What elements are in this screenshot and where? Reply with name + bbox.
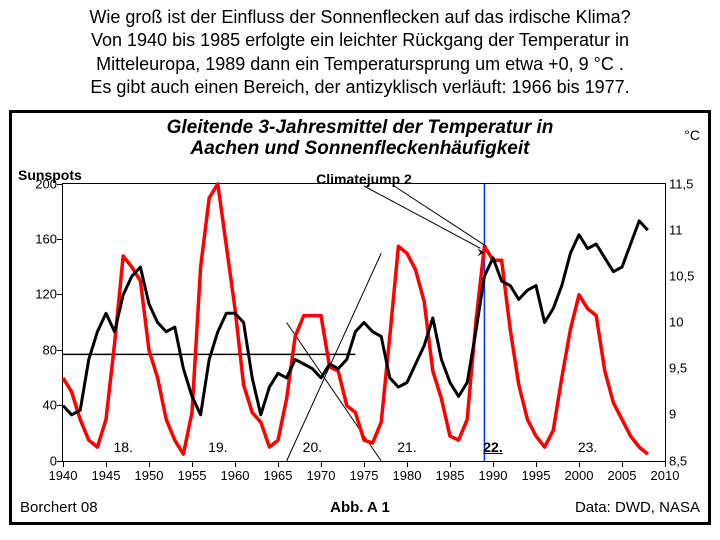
ytick-right-label: 8,5 bbox=[669, 453, 703, 468]
xtick-label: 1945 bbox=[92, 468, 121, 483]
xtick-mark bbox=[407, 461, 408, 467]
xtick-mark bbox=[321, 461, 322, 467]
xtick-label: 1940 bbox=[49, 468, 78, 483]
xtick-label: 1995 bbox=[522, 468, 551, 483]
climatejump-label: Climatejump 2 bbox=[316, 171, 412, 187]
xtick-label: 1970 bbox=[307, 468, 336, 483]
ytick-right-label: 11 bbox=[669, 222, 703, 237]
ytick-left-label: 40 bbox=[25, 398, 57, 413]
ytick-mark bbox=[57, 184, 63, 185]
ytick-left-label: 120 bbox=[25, 287, 57, 302]
xtick-mark bbox=[278, 461, 279, 467]
diag-line bbox=[287, 253, 382, 461]
xtick-label: 1955 bbox=[178, 468, 207, 483]
xtick-mark bbox=[622, 461, 623, 467]
ytick-right-label: 10,5 bbox=[669, 268, 703, 283]
xtick-mark bbox=[235, 461, 236, 467]
xtick-label: 1960 bbox=[221, 468, 250, 483]
xtick-mark bbox=[192, 461, 193, 467]
xtick-label: 1985 bbox=[436, 468, 465, 483]
cycle-label: 21. bbox=[397, 439, 416, 455]
arrow-line bbox=[364, 186, 480, 248]
caption-block: Wie groß ist der Einfluss der Sonnenflec… bbox=[0, 0, 720, 110]
caption-line-4: Es gibt auch einen Bereich, der antizykl… bbox=[90, 77, 629, 97]
caption-line-1: Wie groß ist der Einfluss der Sonnenflec… bbox=[89, 7, 630, 27]
cycle-label: 20. bbox=[303, 439, 322, 455]
ytick-mark bbox=[57, 461, 63, 462]
cycle-label: 18. bbox=[113, 439, 132, 455]
arrow-line bbox=[394, 186, 486, 246]
caption-line-2: Von 1940 bis 1985 erfolgte ein leichter … bbox=[91, 30, 629, 50]
plot-svg bbox=[63, 184, 665, 461]
xtick-label: 1980 bbox=[393, 468, 422, 483]
chart-frame: Gleitende 3-Jahresmittel der Temperatur … bbox=[9, 110, 711, 525]
ytick-mark bbox=[57, 405, 63, 406]
xtick-mark bbox=[364, 461, 365, 467]
plot-area: Climatejump 2 19401945195019551960196519… bbox=[62, 183, 666, 462]
chart-title-line2: Aachen und Sonnenfleckenhäufigkeit bbox=[191, 138, 530, 159]
cycle-label: 19. bbox=[208, 439, 227, 455]
ytick-right-label: 10 bbox=[669, 315, 703, 330]
xtick-label: 1975 bbox=[350, 468, 379, 483]
xtick-label: 1990 bbox=[479, 468, 508, 483]
xtick-mark bbox=[536, 461, 537, 467]
chart-title: Gleitende 3-Jahresmittel der Temperatur … bbox=[12, 117, 708, 161]
xtick-label: 1950 bbox=[135, 468, 164, 483]
right-axis-label: °C bbox=[684, 127, 700, 143]
xtick-mark bbox=[665, 461, 666, 467]
xtick-mark bbox=[493, 461, 494, 467]
cycle-label: 23. bbox=[578, 439, 597, 455]
ytick-left-label: 200 bbox=[25, 176, 57, 191]
ytick-mark bbox=[57, 350, 63, 351]
ytick-left-label: 0 bbox=[25, 453, 57, 468]
footer-right: Data: DWD, NASA bbox=[575, 499, 700, 516]
ytick-left-label: 160 bbox=[25, 231, 57, 246]
ytick-right-label: 11,5 bbox=[669, 176, 703, 191]
ytick-right-label: 9,5 bbox=[669, 361, 703, 376]
xtick-label: 2005 bbox=[608, 468, 637, 483]
xtick-label: 2010 bbox=[651, 468, 680, 483]
xtick-label: 1965 bbox=[264, 468, 293, 483]
xtick-mark bbox=[106, 461, 107, 467]
chart-title-line1: Gleitende 3-Jahresmittel der Temperatur … bbox=[167, 117, 554, 138]
ytick-mark bbox=[57, 239, 63, 240]
xtick-label: 2000 bbox=[565, 468, 594, 483]
xtick-mark bbox=[450, 461, 451, 467]
xtick-mark bbox=[149, 461, 150, 467]
ytick-left-label: 80 bbox=[25, 342, 57, 357]
cycle-label: 22. bbox=[483, 439, 502, 455]
ytick-mark bbox=[57, 294, 63, 295]
xtick-mark bbox=[63, 461, 64, 467]
xtick-mark bbox=[579, 461, 580, 467]
caption-line-3: Mitteleuropa, 1989 dann ein Temperatursp… bbox=[96, 54, 624, 74]
ytick-right-label: 9 bbox=[669, 407, 703, 422]
